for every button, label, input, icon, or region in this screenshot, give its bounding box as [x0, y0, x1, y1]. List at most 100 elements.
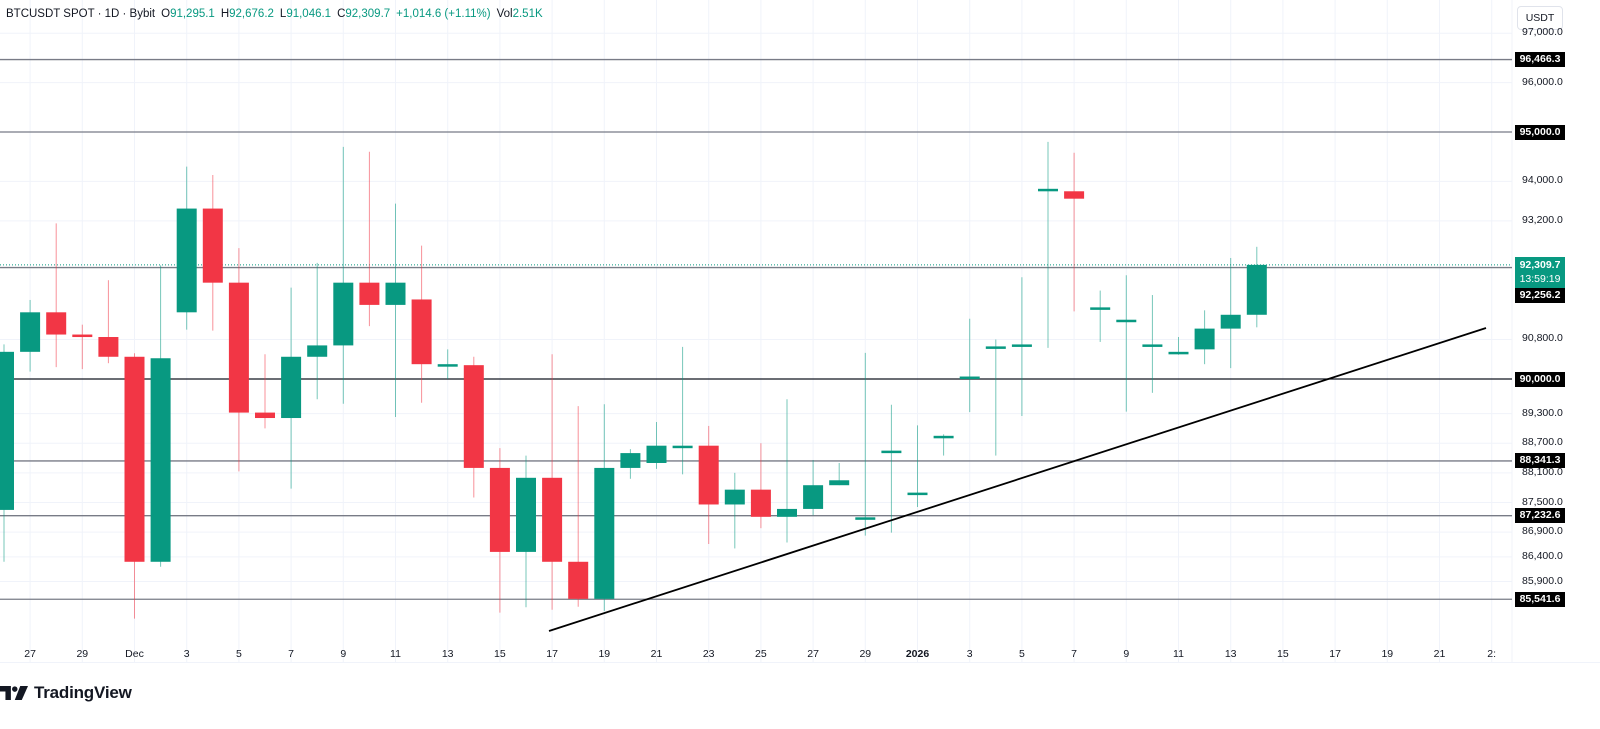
candle-body — [620, 453, 641, 468]
candle-body — [1194, 328, 1215, 350]
close-value: 92,309.7 — [345, 8, 391, 20]
price-tick: 90,800.0 — [1522, 332, 1563, 345]
time-tick: 29 — [76, 648, 89, 660]
candle-body — [724, 489, 745, 505]
close-label: C — [337, 8, 346, 20]
level-price-label[interactable]: 88,341.3 — [1515, 453, 1565, 469]
level-price-label[interactable]: 92,256.2 — [1515, 287, 1565, 303]
candle-body — [698, 445, 719, 505]
time-tick: 21 — [650, 648, 663, 660]
trendline — [548, 327, 1487, 632]
level-price-label[interactable]: 95,000.0 — [1515, 124, 1565, 140]
candle-body — [202, 208, 223, 283]
price-tick: 97,000.0 — [1522, 26, 1563, 39]
candle-body — [359, 282, 380, 305]
candle-body — [1168, 351, 1189, 355]
open-label: O — [161, 8, 171, 20]
candle-body — [411, 299, 432, 365]
time-tick: 2026 — [905, 648, 930, 660]
time-tick: 25 — [755, 648, 767, 660]
time-tick: 3 — [183, 648, 190, 660]
candle-body — [985, 346, 1006, 349]
candle-body — [594, 467, 615, 599]
time-tick: 19 — [598, 648, 611, 660]
footer-divider — [0, 662, 1600, 663]
candle-body — [333, 282, 354, 346]
candle-body — [516, 477, 536, 552]
candle-body — [255, 412, 275, 419]
time-tick: 29 — [859, 648, 872, 660]
time-tick: 27 — [807, 648, 819, 660]
time-tick: 15 — [494, 648, 506, 660]
price-tick: 86,400.0 — [1522, 549, 1563, 562]
ohlc-legend: BTCUSDT SPOT · 1D · Bybit O 91,295.1 H 92,… — [6, 4, 549, 24]
currency-button[interactable]: USDT — [1517, 6, 1563, 30]
candle-body — [1011, 344, 1032, 347]
candle-body — [0, 351, 14, 510]
time-tick: 5 — [235, 648, 242, 660]
time-tick: 7 — [1071, 648, 1078, 660]
candle-body — [829, 480, 850, 486]
candle-body — [307, 345, 328, 357]
time-tick: 11 — [390, 648, 401, 660]
time-tick: 21 — [1433, 648, 1446, 660]
candle-body — [124, 356, 145, 562]
volume-value: 2.51K — [512, 8, 543, 20]
time-tick: 2: — [1487, 648, 1497, 660]
tradingview-logo-icon — [0, 686, 28, 700]
high-value: 92,676.2 — [229, 8, 274, 20]
time-tick: Dec — [125, 648, 144, 660]
candle-body — [437, 364, 458, 367]
candle-body — [1246, 264, 1267, 315]
candle-body — [489, 467, 510, 552]
current-price-label[interactable]: 92,309.7 13:59:19 — [1515, 256, 1565, 288]
candle-body — [1142, 344, 1163, 347]
candle-body — [98, 337, 119, 357]
time-tick: 15 — [1277, 648, 1289, 660]
level-price-label[interactable]: 85,541.6 — [1515, 591, 1565, 607]
high-label: H — [220, 8, 230, 20]
low-value: 91,046.1 — [286, 8, 332, 20]
symbol-title[interactable]: BTCUSDT SPOT · 1D · Bybit — [6, 8, 156, 20]
candle-body — [463, 365, 484, 468]
low-label: L — [279, 8, 287, 20]
price-tick: 93,200.0 — [1522, 213, 1563, 226]
level-price-label[interactable]: 96,466.3 — [1515, 52, 1565, 68]
time-tick: 23 — [702, 648, 715, 660]
level-price-label[interactable]: 90,000.0 — [1515, 371, 1565, 387]
candle-body — [750, 489, 771, 517]
bar-countdown: 13:59:19 — [1519, 272, 1561, 285]
open-value: 91,295.1 — [170, 8, 215, 20]
candle-body — [881, 450, 902, 454]
footer: TradingView — [0, 682, 132, 704]
level-price-label[interactable]: 87,232.6 — [1515, 508, 1565, 524]
candle-body — [803, 485, 824, 509]
candle-body — [281, 356, 302, 419]
time-tick: 9 — [1123, 648, 1130, 660]
time-tick: 9 — [340, 648, 347, 660]
time-tick: 19 — [1381, 648, 1394, 660]
candle-body — [72, 334, 93, 338]
candle-body — [228, 282, 249, 413]
candle-body — [959, 376, 980, 380]
time-tick: 11 — [1173, 648, 1184, 660]
time-tick: 13 — [1224, 648, 1237, 660]
time-tick: 27 — [24, 648, 36, 660]
candle-body — [907, 492, 928, 496]
time-tick: 7 — [288, 648, 295, 660]
candle-body — [1090, 307, 1111, 310]
candle-body — [46, 312, 67, 335]
candle-body — [20, 312, 41, 352]
price-tick: 89,300.0 — [1522, 406, 1563, 419]
candle-body — [542, 477, 563, 562]
current-price-value: 92,309.7 — [1519, 258, 1561, 271]
tradingview-brand[interactable]: TradingView — [34, 683, 132, 702]
price-tick: 86,900.0 — [1522, 525, 1563, 538]
price-tick: 96,000.0 — [1522, 75, 1563, 88]
candle-body — [1064, 191, 1085, 199]
candle-body — [933, 435, 954, 439]
price-tick: 87,500.0 — [1522, 495, 1563, 508]
price-tick: 88,700.0 — [1522, 436, 1563, 449]
